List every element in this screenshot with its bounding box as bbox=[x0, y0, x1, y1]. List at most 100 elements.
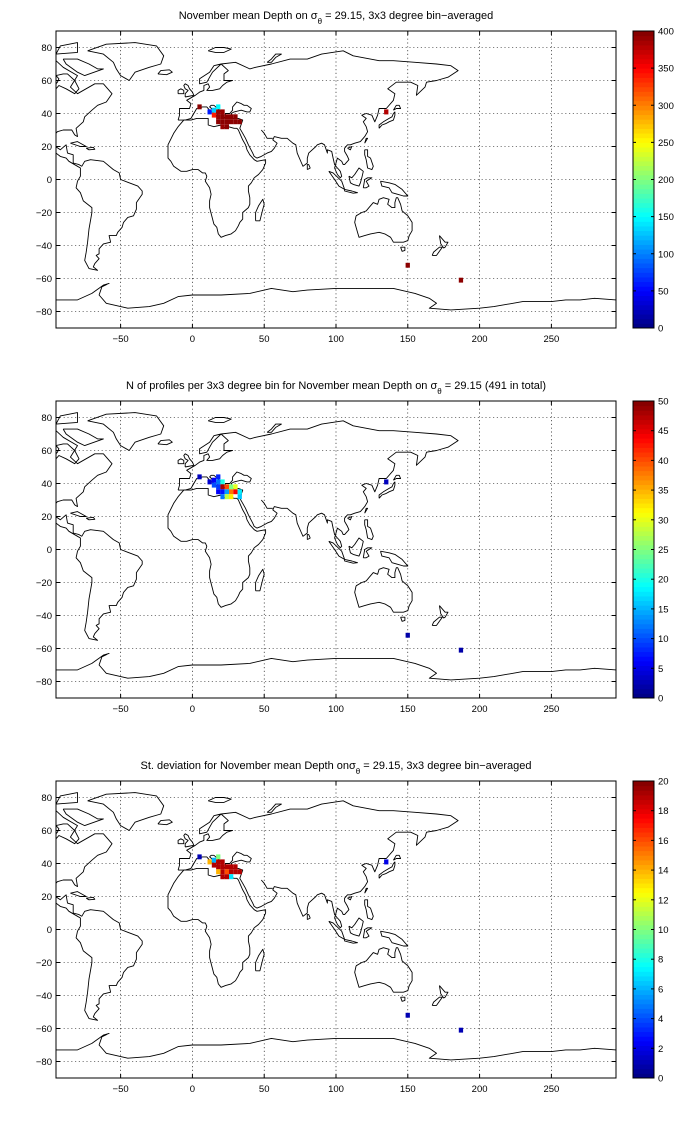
y-tick-label: −60 bbox=[36, 1024, 52, 1035]
coastline bbox=[62, 808, 104, 827]
title-text-end: = 29.15 (491 in total) bbox=[442, 380, 546, 392]
coastline bbox=[393, 104, 402, 111]
colorbar-step bbox=[633, 961, 654, 968]
colorbar-step bbox=[633, 198, 654, 204]
colorbar-step bbox=[633, 281, 654, 287]
colorbar-step bbox=[633, 581, 654, 588]
chart-title: St. deviation for November mean Depth on… bbox=[140, 760, 531, 776]
colorbar-step bbox=[633, 211, 654, 218]
colorbar-step bbox=[633, 133, 654, 139]
y-tick-label: 20 bbox=[41, 142, 52, 153]
colorbar-step bbox=[633, 424, 654, 430]
coastline bbox=[56, 810, 143, 1021]
coastline bbox=[348, 537, 364, 557]
y-tick-label: 60 bbox=[41, 446, 52, 457]
colorbar-step bbox=[633, 920, 654, 926]
colorbar-step bbox=[633, 216, 654, 222]
colorbar-step bbox=[633, 646, 654, 653]
coastline bbox=[431, 996, 443, 1006]
colorbar-tick-label: 4 bbox=[658, 1014, 663, 1025]
coastline bbox=[208, 797, 232, 803]
title-text: N of profiles per 3x3 degree bin for Nov… bbox=[126, 380, 431, 392]
y-tick-label: 20 bbox=[41, 892, 52, 903]
coastline bbox=[364, 149, 374, 171]
coastline bbox=[177, 838, 185, 845]
colorbar-step bbox=[633, 114, 654, 120]
y-tick-label: 0 bbox=[47, 925, 52, 936]
coastline bbox=[364, 887, 369, 894]
coastline bbox=[177, 88, 185, 95]
coastline bbox=[177, 800, 459, 929]
colorbar-step bbox=[633, 40, 654, 46]
colorbar-step bbox=[633, 985, 654, 991]
coastline bbox=[344, 558, 358, 564]
colorbar-step bbox=[633, 253, 654, 259]
colorbar-step bbox=[633, 855, 654, 861]
coastline bbox=[362, 177, 373, 189]
title-subscript: θ bbox=[318, 17, 323, 26]
data-cell bbox=[233, 484, 238, 490]
colorbar-step bbox=[633, 679, 654, 685]
data-cell bbox=[207, 109, 212, 115]
colorbar-step bbox=[633, 165, 654, 171]
colorbar-step bbox=[633, 503, 654, 509]
colorbar-step bbox=[633, 785, 654, 791]
colorbar-tick-label: 100 bbox=[658, 249, 674, 260]
x-tick-label: 50 bbox=[259, 704, 270, 715]
data-cell bbox=[237, 489, 242, 495]
colorbar-step bbox=[633, 1068, 654, 1074]
colorbar-step bbox=[633, 637, 654, 643]
coastline bbox=[438, 985, 449, 999]
colorbar-step bbox=[633, 1040, 654, 1047]
colorbar-step bbox=[633, 665, 654, 671]
colorbar-step bbox=[633, 975, 654, 982]
colorbar-step bbox=[633, 827, 654, 833]
title-sigma: σ bbox=[311, 10, 318, 22]
coastline bbox=[56, 42, 78, 55]
colorbar-step bbox=[633, 614, 654, 620]
colorbar-tick-label: 25 bbox=[658, 545, 669, 556]
data-cell bbox=[233, 119, 238, 125]
colorbar-step bbox=[633, 804, 654, 810]
colorbar-step bbox=[633, 452, 654, 458]
colorbar-step bbox=[633, 595, 654, 602]
y-tick-label: 80 bbox=[41, 413, 52, 424]
x-tick-label: 100 bbox=[328, 704, 344, 715]
colorbar-step bbox=[633, 859, 654, 866]
coastline bbox=[62, 58, 104, 77]
colorbar-step bbox=[633, 568, 654, 574]
colorbar-step bbox=[633, 609, 654, 615]
colorbar-step bbox=[633, 512, 654, 518]
data-cell bbox=[224, 124, 229, 130]
colorbar: 0 2 4 6 8 10 12 14 16 18 20 bbox=[632, 777, 669, 1085]
colorbar-step bbox=[633, 230, 654, 236]
data-cell bbox=[237, 869, 242, 875]
colorbar-step bbox=[633, 1050, 654, 1056]
colorbar-tick-label: 250 bbox=[658, 138, 674, 149]
colorbar-step bbox=[633, 605, 654, 611]
colorbar-step bbox=[633, 484, 654, 490]
y-tick-label: 0 bbox=[47, 545, 52, 556]
coastline bbox=[364, 507, 369, 514]
data-cell bbox=[216, 854, 221, 860]
y-tick-label: 60 bbox=[41, 826, 52, 837]
data-cell bbox=[224, 484, 229, 490]
colorbar-step bbox=[633, 160, 654, 167]
coastline bbox=[56, 412, 78, 425]
coastline bbox=[56, 792, 78, 805]
colorbar-step bbox=[633, 850, 654, 856]
x-tick-label: 50 bbox=[259, 1084, 270, 1095]
data-cell bbox=[458, 1027, 464, 1033]
colorbar-step bbox=[633, 832, 654, 838]
colorbar: 0 5 10 15 20 25 30 35 40 45 50 bbox=[632, 397, 669, 705]
colorbar-step bbox=[633, 989, 654, 995]
colorbar-step bbox=[633, 465, 654, 472]
coastline bbox=[260, 879, 273, 889]
coastline bbox=[56, 73, 80, 95]
colorbar-step bbox=[633, 225, 654, 232]
colorbar-step bbox=[633, 290, 654, 297]
colorbar-step bbox=[633, 414, 654, 421]
colorbar-step bbox=[633, 549, 654, 555]
y-tick-label: 40 bbox=[41, 479, 52, 490]
data-cell bbox=[458, 647, 464, 653]
